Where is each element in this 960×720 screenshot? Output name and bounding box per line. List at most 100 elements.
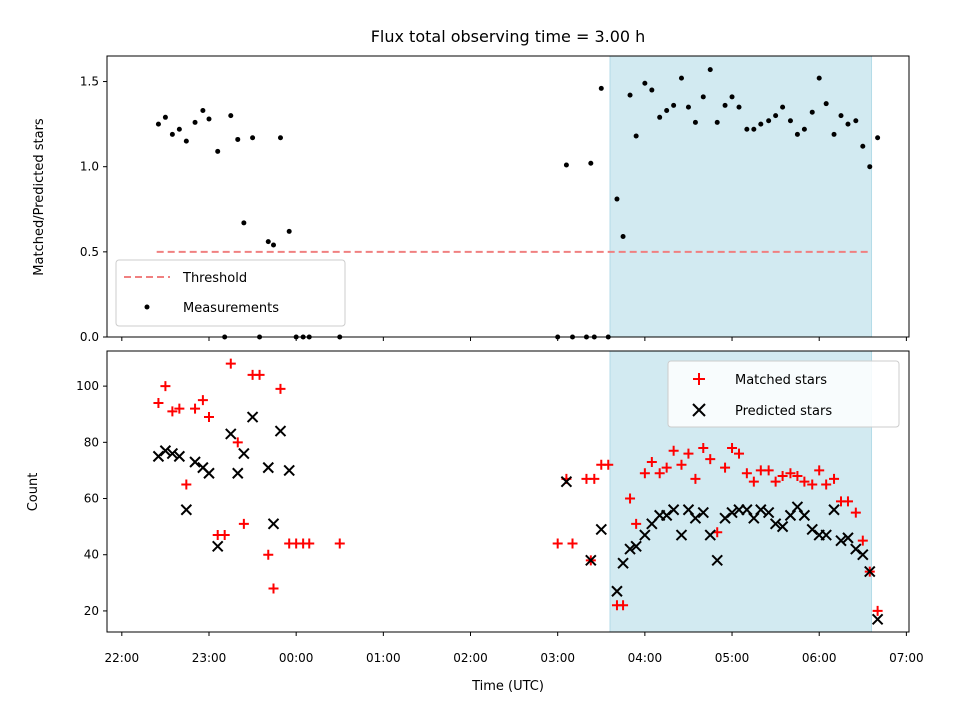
measurement-point [642,80,648,86]
measurement-point [853,118,859,124]
measurement-point [831,131,837,137]
x-tick-label: 23:00 [192,651,227,665]
predicted-star-marker [704,529,716,541]
measurements-points [155,67,881,340]
y-tick-label: 0.0 [80,330,99,344]
x-tick-label: 05:00 [715,651,750,665]
measurement-point [722,102,728,108]
predicted-star-marker [776,520,789,533]
predicted-star-marker [203,467,215,479]
x-tick-label: 04:00 [628,651,663,665]
measurement-point [228,113,234,119]
matched-star-marker [275,383,286,394]
matched-star-marker [238,518,249,529]
predicted-star-marker [246,411,259,423]
predicted-star-marker [585,554,597,567]
predicted-star-marker [630,540,642,553]
predicted-star-marker [595,523,607,536]
measurement-point [773,113,779,119]
matched-star-marker [639,468,650,479]
matched-star-marker [676,459,687,470]
measurement-point [649,87,655,93]
measurement-point [860,143,866,149]
y-tick-label: 80 [84,435,99,449]
measurement-point [235,136,241,142]
measurement-point [845,121,851,127]
matched-star-marker [741,468,752,479]
measurement-point [700,94,706,100]
predicted-star-marker [159,445,172,457]
matched-star-marker [631,518,642,529]
legend-measurements-label: Measurements [183,301,279,316]
matched-star-marker [304,538,315,549]
predicted-star-marker [769,518,782,530]
matched-star-marker [190,403,201,414]
matched-star-marker [705,454,716,465]
measurement-point [685,104,691,110]
matched-star-marker [698,442,709,453]
measurement-point [692,119,698,125]
predicted-star-marker [180,504,193,516]
measurement-point [751,126,757,132]
matched-star-marker [197,395,208,406]
matched-star-marker [763,465,774,476]
predicted-star-marker [748,512,760,524]
chart-title: Flux total observing time = 3.00 h [371,27,646,46]
measurement-point [200,107,206,113]
measurement-point [588,160,594,166]
matched-star-marker [770,476,781,487]
matched-star-marker [160,381,171,392]
matched-star-marker [263,549,274,560]
matched-star-marker [857,535,868,546]
matched-star-marker [167,406,178,417]
predicted-star-marker [274,425,287,437]
measurement-point [627,92,633,98]
bottom-legend-box [667,360,900,428]
legend-matched-swatch [693,373,705,385]
measurement-point [192,119,198,125]
matched-star-marker [174,403,185,414]
predicted-star-marker [871,613,884,626]
top-y-axis-label: Matched/Predicted stars [32,118,47,276]
measurement-point [867,164,873,170]
matched-star-marker [727,442,738,453]
predicted-star-marker [820,529,832,541]
predicted-star-marker [835,534,847,547]
bottom-y-ticks: 20 40 60 80 100 [76,379,107,618]
predicted-star-marker [232,467,244,479]
observing-span-shade [609,55,873,338]
measurement-point [794,131,800,137]
predicted-star-marker [791,501,804,513]
predicted-star-marker [617,557,629,569]
predicted-star-marker [238,447,250,460]
matched-star-marker [842,496,853,507]
top-axes-frame [106,55,910,338]
predicted-star-marker [166,447,179,460]
measurement-point [664,107,670,113]
measurement-point [633,133,639,139]
measurement-point [183,138,189,144]
bottom-legend: Matched stars Predicted stars [667,360,900,428]
matched-star-marker [552,538,563,549]
measurement-point [671,102,677,108]
measurement-point [838,113,844,119]
matched-star-marker [625,493,636,504]
matched-star-marker [850,507,861,518]
measurement-point [614,196,620,202]
matched-star-marker [807,479,818,490]
matched-star-marker [872,605,883,616]
matched-star-marker [203,412,214,423]
matched-star-marker [748,476,759,487]
measurement-point [176,126,182,132]
measurement-point [620,234,626,240]
measurement-point [801,126,807,132]
measurement-point [780,104,786,110]
predicted-star-marker [173,450,186,463]
top-legend-box [115,259,346,327]
matched-star-marker [646,456,657,467]
matched-star-marker [567,538,578,549]
top-panel: 0.0 0.5 1.0 1.5 Matched/Predicted stars Thr… [32,55,910,344]
matched-star-marker [589,473,600,484]
bottom-x-ticks: 22:00 23:00 00:00 01:00 02:00 03:00 04:00 05:00… [105,632,924,665]
measurement-point [265,239,271,245]
